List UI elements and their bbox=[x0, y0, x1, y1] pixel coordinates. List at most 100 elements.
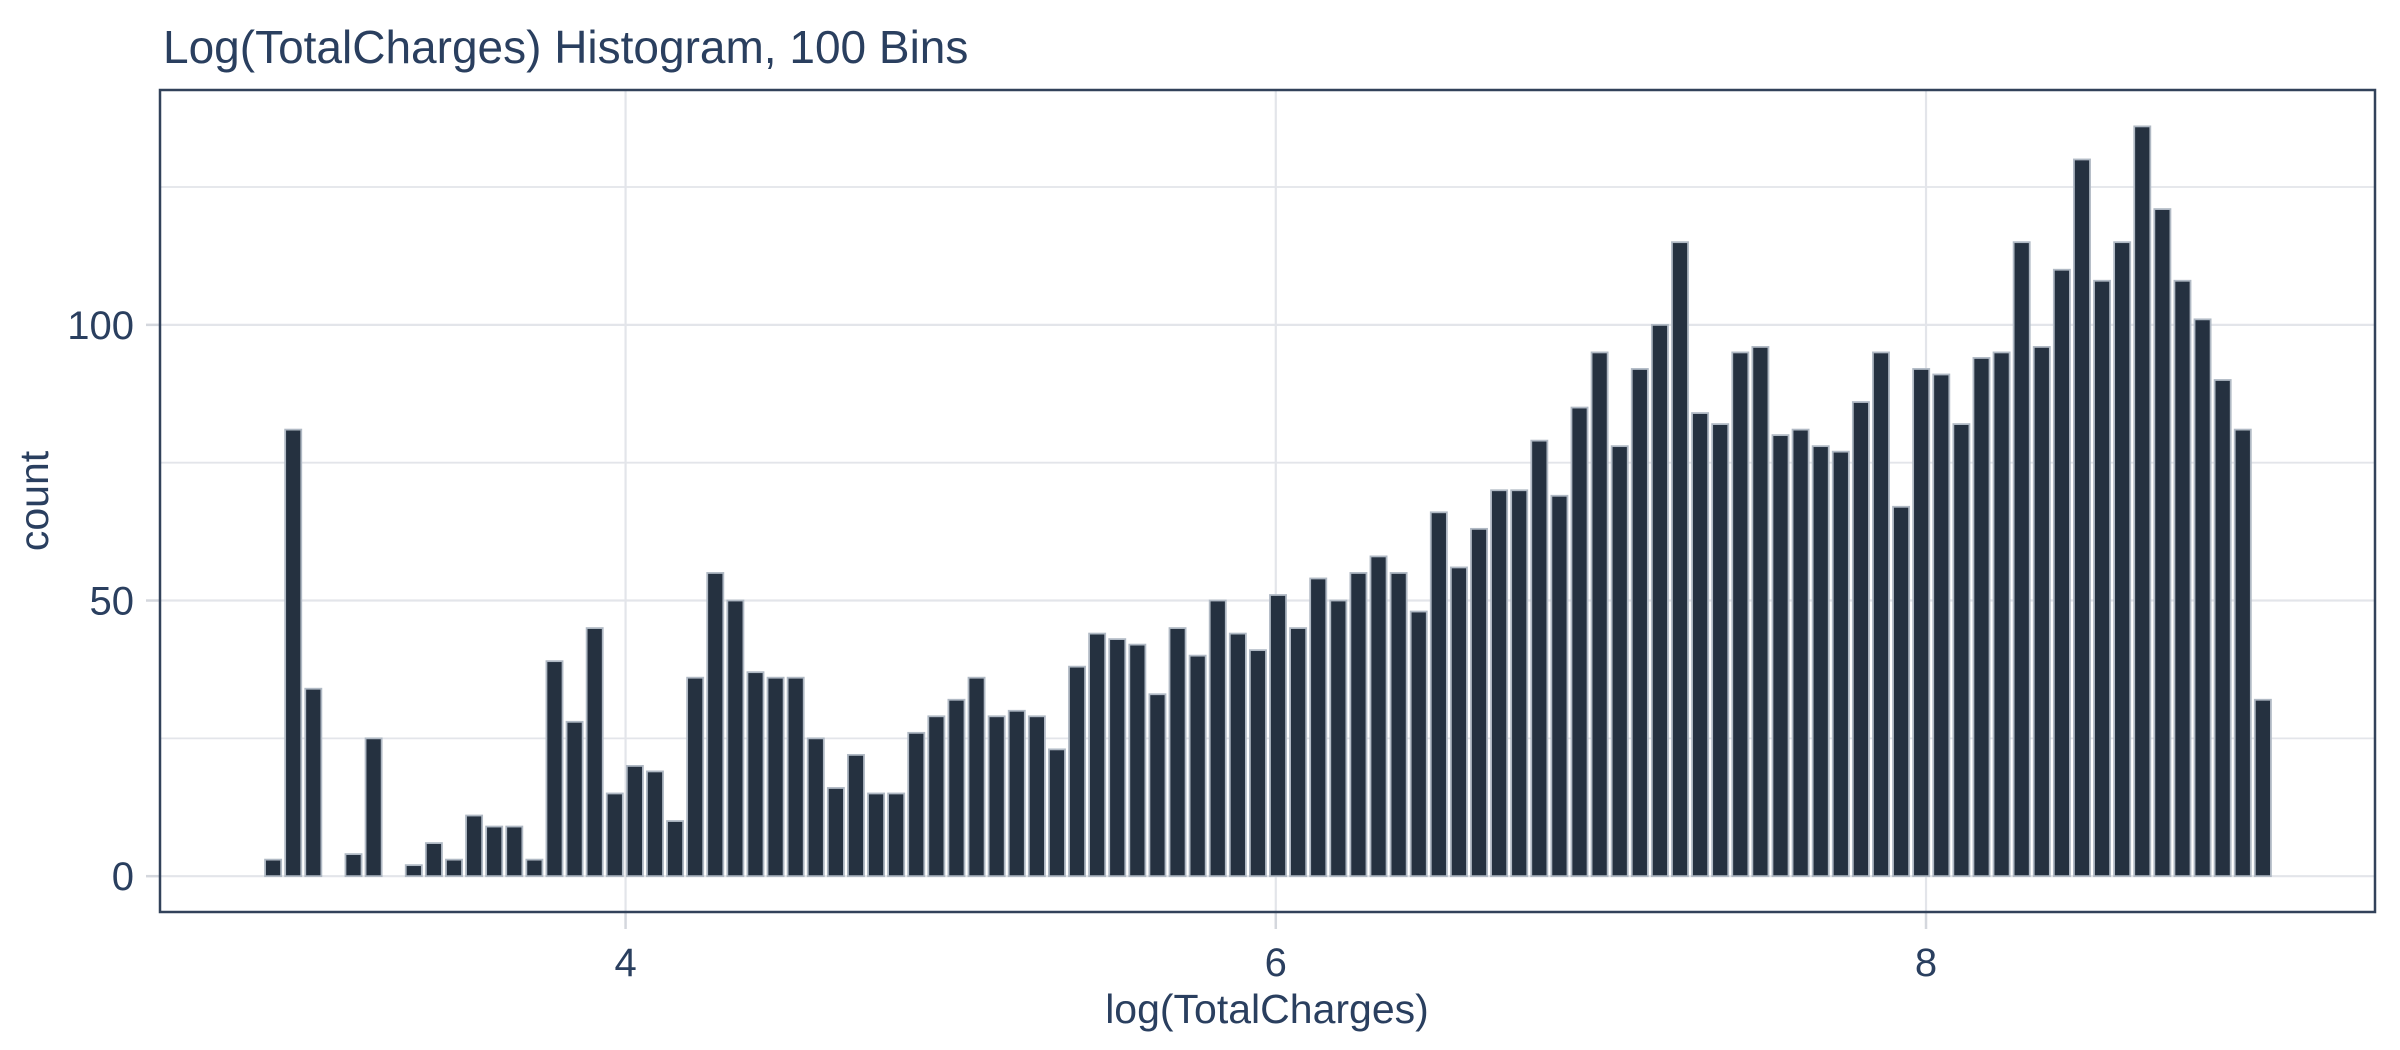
histogram-bar[interactable] bbox=[2193, 318, 2212, 878]
histogram-bar[interactable] bbox=[1027, 715, 1046, 878]
histogram-bar[interactable] bbox=[2113, 241, 2132, 878]
histogram-bar[interactable] bbox=[605, 792, 624, 878]
histogram-bar[interactable] bbox=[1470, 527, 1488, 878]
histogram-bar[interactable] bbox=[1791, 428, 1810, 878]
histogram-bar[interactable] bbox=[646, 770, 664, 878]
plot-area[interactable]: 0 50 100 4 6 8 bbox=[67, 88, 2377, 985]
histogram-bar[interactable] bbox=[1128, 643, 1147, 878]
histogram-bar[interactable] bbox=[565, 720, 584, 878]
histogram-bar[interactable] bbox=[826, 787, 845, 878]
histogram-bar[interactable] bbox=[2073, 158, 2091, 878]
histogram-bar[interactable] bbox=[847, 753, 865, 878]
histogram-bar[interactable] bbox=[2213, 379, 2232, 878]
histogram-bar[interactable] bbox=[1068, 665, 1087, 878]
histogram-bar[interactable] bbox=[1490, 489, 1509, 878]
histogram-bar[interactable] bbox=[2153, 208, 2172, 878]
histogram-bar[interactable] bbox=[424, 842, 443, 878]
histogram-bar[interactable] bbox=[1851, 401, 1870, 878]
histogram-bar[interactable] bbox=[726, 599, 745, 878]
histogram-bar[interactable] bbox=[1148, 693, 1167, 878]
histogram-bar[interactable] bbox=[1409, 610, 1428, 878]
histogram-bar[interactable] bbox=[1630, 368, 1649, 878]
histogram-bar[interactable] bbox=[364, 737, 383, 878]
histogram-bar[interactable] bbox=[1389, 572, 1408, 878]
histogram-bar[interactable] bbox=[1349, 572, 1368, 878]
histogram-bar[interactable] bbox=[1108, 638, 1127, 878]
histogram-bar[interactable] bbox=[1731, 351, 1750, 878]
histogram-bar[interactable] bbox=[1872, 351, 1890, 878]
histogram-bar[interactable] bbox=[987, 715, 1006, 878]
histogram-bar[interactable] bbox=[2253, 698, 2272, 878]
histogram-bar[interactable] bbox=[1831, 450, 1850, 878]
histogram-bar[interactable] bbox=[505, 825, 524, 878]
histogram-bar[interactable] bbox=[1369, 555, 1388, 878]
histogram-bar[interactable] bbox=[666, 820, 685, 878]
histogram-bar[interactable] bbox=[1610, 445, 1629, 878]
histogram-bar[interactable] bbox=[2052, 268, 2071, 878]
histogram-bar[interactable] bbox=[2093, 279, 2112, 878]
histogram-bar[interactable] bbox=[1510, 489, 1529, 878]
histogram-bar[interactable] bbox=[1088, 632, 1107, 878]
histogram-bar[interactable] bbox=[766, 676, 785, 878]
histogram-bar[interactable] bbox=[1691, 412, 1710, 878]
histogram-bar[interactable] bbox=[887, 792, 906, 878]
histogram-bar[interactable] bbox=[445, 858, 463, 878]
histogram-bar[interactable] bbox=[1007, 709, 1026, 878]
histogram-bar[interactable] bbox=[867, 792, 886, 878]
histogram-bar[interactable] bbox=[2012, 241, 2031, 878]
histogram-bar[interactable] bbox=[2173, 279, 2192, 878]
histogram-bar[interactable] bbox=[465, 814, 484, 878]
histogram-bar[interactable] bbox=[1269, 594, 1287, 878]
histogram-bar[interactable] bbox=[1771, 434, 1790, 878]
histogram-bar[interactable] bbox=[786, 676, 805, 878]
histogram-bar[interactable] bbox=[1671, 241, 1689, 878]
histogram-bar[interactable] bbox=[686, 676, 705, 878]
histogram-bar[interactable] bbox=[1530, 439, 1549, 878]
histogram-bar[interactable] bbox=[1188, 654, 1207, 878]
histogram-bar[interactable] bbox=[967, 676, 986, 878]
histogram-bar[interactable] bbox=[947, 698, 966, 878]
histogram-bar[interactable] bbox=[1289, 627, 1308, 878]
histogram-bar[interactable] bbox=[1650, 323, 1669, 878]
histogram-bar[interactable] bbox=[927, 715, 946, 878]
histogram-bar[interactable] bbox=[1711, 423, 1730, 878]
histogram-bar[interactable] bbox=[485, 825, 504, 878]
histogram-bar[interactable] bbox=[344, 853, 363, 878]
histogram-bar[interactable] bbox=[1309, 577, 1328, 878]
histogram-bar[interactable] bbox=[404, 864, 423, 878]
histogram-bar[interactable] bbox=[284, 428, 303, 878]
histogram-bar[interactable] bbox=[1449, 566, 1468, 878]
histogram-bar[interactable] bbox=[2233, 428, 2252, 878]
histogram-bar[interactable] bbox=[2032, 346, 2051, 878]
histogram-bar[interactable] bbox=[1228, 632, 1247, 878]
histogram-bar[interactable] bbox=[1912, 368, 1931, 878]
histogram-bar[interactable] bbox=[1972, 357, 1991, 878]
histogram-bar[interactable] bbox=[907, 731, 926, 878]
histogram-bar[interactable] bbox=[1168, 627, 1187, 878]
histogram-bar[interactable] bbox=[1048, 748, 1066, 878]
histogram-bar[interactable] bbox=[304, 687, 323, 878]
histogram-bar[interactable] bbox=[1550, 494, 1569, 878]
histogram-bar[interactable] bbox=[706, 572, 725, 878]
histogram-bar[interactable] bbox=[1892, 505, 1911, 878]
histogram-bar[interactable] bbox=[1952, 423, 1971, 878]
histogram-bar[interactable] bbox=[1570, 406, 1589, 878]
histogram-bar[interactable] bbox=[806, 737, 825, 878]
histogram-bar[interactable] bbox=[1590, 351, 1609, 878]
histogram-bar[interactable] bbox=[1811, 445, 1830, 878]
histogram-bar[interactable] bbox=[525, 858, 544, 878]
histogram-bar[interactable] bbox=[625, 765, 644, 878]
histogram-bar[interactable] bbox=[1932, 373, 1951, 878]
histogram-bar[interactable] bbox=[746, 671, 765, 878]
histogram-bar[interactable] bbox=[264, 858, 283, 878]
histogram-bar[interactable] bbox=[585, 627, 604, 878]
histogram-bar[interactable] bbox=[1751, 346, 1770, 878]
histogram-bar[interactable] bbox=[1429, 511, 1448, 878]
histogram-bar[interactable] bbox=[1208, 599, 1227, 878]
histogram-bar[interactable] bbox=[1329, 599, 1348, 878]
histogram-bar[interactable] bbox=[2133, 125, 2152, 878]
histogram-bar[interactable] bbox=[1992, 351, 2011, 878]
histogram-bar[interactable] bbox=[545, 660, 564, 878]
histogram-bar[interactable] bbox=[1248, 649, 1267, 878]
